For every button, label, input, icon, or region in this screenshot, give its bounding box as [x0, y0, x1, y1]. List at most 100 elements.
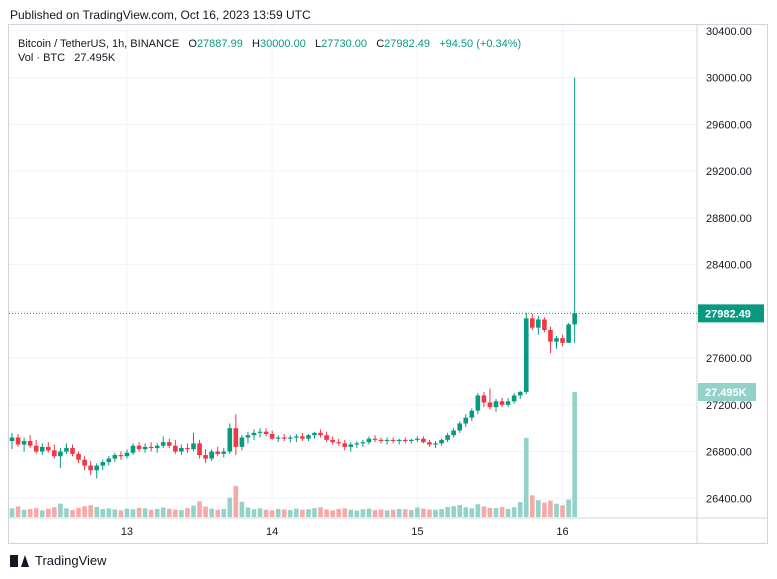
volume-label[interactable]: Vol · BTC [18, 52, 66, 64]
volume-bar [130, 509, 136, 517]
volume-bar [523, 437, 529, 517]
high-label: H [252, 38, 260, 50]
volume-bar [409, 510, 414, 517]
volume-bar [390, 509, 396, 517]
candle-body [88, 465, 93, 471]
tradingview-logo-icon[interactable] [10, 554, 30, 567]
volume-bar [566, 499, 571, 517]
candle-body [300, 436, 305, 439]
volume-bar [52, 507, 57, 517]
volume-bar [530, 495, 535, 517]
volume-bar [82, 506, 87, 517]
volume-bar [560, 505, 565, 517]
volume-bar [354, 510, 360, 517]
candle-body [82, 459, 87, 466]
candle-body [136, 445, 142, 450]
volume-bar [427, 509, 432, 517]
candle-body [9, 437, 15, 442]
y-tick-label: 28800.00 [706, 213, 752, 225]
volume-legend: Vol · BTC 27.495K [18, 52, 115, 64]
candle-body [215, 451, 220, 454]
volume-bar [415, 507, 420, 517]
volume-bar [457, 505, 462, 517]
volume-bar [88, 505, 93, 517]
candle-body [415, 438, 420, 440]
volume-bar [554, 503, 559, 517]
volume-bar [511, 507, 517, 517]
candle-body [100, 462, 106, 466]
candle-body [378, 439, 384, 442]
x-tick-label: 13 [121, 526, 133, 538]
x-tick-label: 15 [411, 526, 423, 538]
candle-body [130, 445, 136, 453]
volume-bar [154, 508, 160, 517]
candle-body [64, 448, 69, 452]
volume-bar [106, 508, 112, 517]
candle-body [154, 445, 160, 449]
candle-body [281, 437, 287, 439]
volume-bar [233, 485, 239, 517]
candle-body [560, 338, 565, 343]
volume-bar [263, 509, 269, 517]
candle-body [70, 448, 75, 454]
volume-bar [94, 507, 99, 517]
candle-body [445, 435, 450, 440]
candle-body [481, 395, 487, 403]
volume-bar [469, 508, 475, 517]
volume-bar [118, 510, 124, 517]
volume-bar [306, 509, 311, 517]
volume-bar [281, 509, 287, 517]
open-value: 27887.99 [196, 38, 243, 50]
candle-body [197, 443, 202, 456]
low-value: 27730.00 [321, 38, 368, 50]
symbol-label[interactable]: Bitcoin / TetherUS, 1h, BINANCE [18, 38, 180, 50]
candle-body [427, 442, 432, 445]
close-value: 27982.49 [384, 38, 431, 50]
candle-body [185, 448, 190, 450]
y-tick-label: 27200.00 [706, 400, 752, 412]
footer-brand[interactable]: TradingView [35, 553, 107, 568]
volume-bar [421, 508, 426, 517]
y-tick-label: 29600.00 [706, 119, 752, 131]
volume-bar [366, 508, 372, 517]
volume-bar [257, 508, 263, 517]
candle-body [106, 458, 112, 463]
candle-body [372, 438, 378, 440]
candle-body [221, 451, 227, 454]
volume-bar [227, 497, 233, 517]
candle-body [366, 438, 372, 443]
candle-body [505, 401, 511, 405]
y-tick-label: 27600.00 [706, 353, 752, 365]
volume-bar [215, 509, 220, 517]
candle-body [124, 452, 130, 457]
y-tick-label: 29200.00 [706, 166, 752, 178]
volume-bar [245, 507, 251, 517]
volume-bar [336, 508, 341, 517]
candle-body [58, 451, 63, 457]
volume-bar [318, 507, 323, 517]
volume-bar [124, 508, 130, 517]
candle-body [396, 439, 402, 442]
volume-bar [396, 508, 402, 517]
volume-bar [487, 507, 493, 517]
volume-bar [239, 501, 245, 517]
candle-body [511, 395, 517, 402]
candle-body [348, 444, 354, 447]
candle-body [33, 445, 39, 452]
volume-bar [39, 510, 45, 517]
candle-body [306, 435, 311, 439]
candle-body [421, 438, 426, 443]
volume-bar [209, 508, 214, 517]
candle-body [245, 435, 251, 438]
candle-body [142, 446, 148, 450]
volume-bar [15, 506, 21, 517]
volume-bar [499, 507, 505, 517]
volume-bar [451, 506, 456, 517]
volume-bar [330, 510, 335, 517]
candle-body [324, 435, 329, 440]
candle-body [191, 443, 196, 450]
candle-body [15, 437, 21, 445]
volume-bar [21, 509, 27, 517]
volume-bar [269, 510, 275, 517]
